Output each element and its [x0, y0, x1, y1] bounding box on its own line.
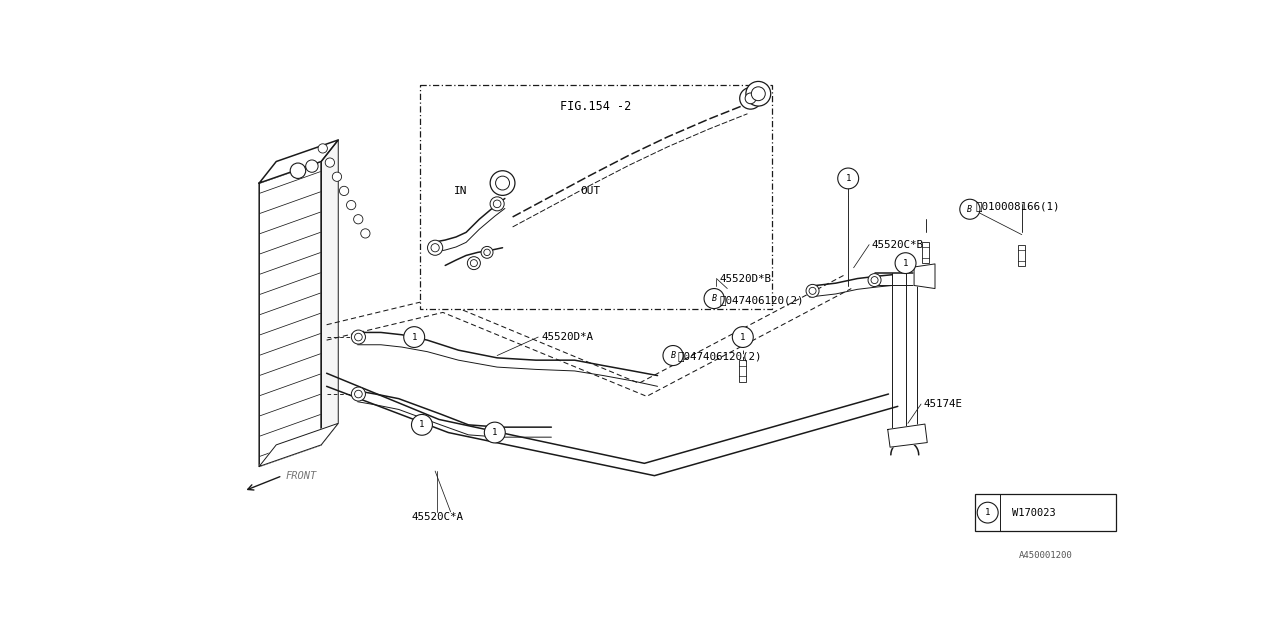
Text: 45520C*A: 45520C*A: [411, 512, 463, 522]
Text: FIG.154 -2: FIG.154 -2: [559, 100, 631, 113]
Circle shape: [484, 249, 490, 255]
Text: OUT: OUT: [580, 186, 600, 196]
Circle shape: [319, 144, 328, 153]
Polygon shape: [914, 264, 934, 289]
Circle shape: [306, 160, 319, 172]
Polygon shape: [259, 140, 338, 183]
Text: B: B: [671, 351, 676, 360]
Circle shape: [870, 276, 878, 284]
Text: Ⓑ047406120(2): Ⓑ047406120(2): [719, 295, 804, 305]
Circle shape: [704, 289, 724, 308]
Text: 1: 1: [986, 508, 991, 517]
Circle shape: [484, 422, 506, 443]
Text: 45174E: 45174E: [923, 399, 963, 409]
Text: A450001200: A450001200: [1019, 552, 1073, 561]
Circle shape: [353, 214, 364, 224]
Bar: [1019, 244, 1025, 266]
Circle shape: [351, 387, 366, 401]
Text: B: B: [712, 294, 717, 303]
Polygon shape: [888, 424, 927, 447]
Text: Ⓑ047406120(2): Ⓑ047406120(2): [677, 351, 762, 360]
Circle shape: [663, 346, 684, 365]
Circle shape: [490, 171, 515, 195]
Circle shape: [347, 200, 356, 210]
Text: 1: 1: [846, 174, 851, 183]
Circle shape: [493, 200, 500, 207]
Bar: [975, 494, 1116, 531]
Circle shape: [411, 415, 433, 435]
Circle shape: [745, 93, 756, 104]
Circle shape: [403, 326, 425, 348]
Circle shape: [351, 330, 366, 344]
Text: FRONT: FRONT: [285, 470, 317, 481]
Circle shape: [495, 176, 509, 190]
Circle shape: [431, 244, 439, 252]
Circle shape: [467, 257, 480, 269]
Circle shape: [977, 502, 998, 523]
Circle shape: [325, 158, 334, 167]
Polygon shape: [259, 423, 338, 467]
Circle shape: [361, 228, 370, 238]
Circle shape: [740, 88, 762, 109]
Circle shape: [339, 186, 348, 196]
Text: 1: 1: [740, 333, 745, 342]
Circle shape: [481, 246, 493, 259]
Text: 1: 1: [492, 428, 498, 437]
Circle shape: [732, 326, 753, 348]
Text: Ⓑ010008166(1): Ⓑ010008166(1): [975, 201, 1060, 211]
Circle shape: [428, 240, 443, 255]
Circle shape: [895, 253, 916, 273]
Bar: [740, 360, 746, 381]
Text: 1: 1: [420, 420, 425, 429]
Circle shape: [868, 274, 881, 287]
Circle shape: [291, 163, 306, 179]
Bar: [922, 241, 929, 263]
Text: IN: IN: [454, 186, 467, 196]
Circle shape: [837, 168, 859, 189]
Polygon shape: [259, 161, 321, 467]
Circle shape: [746, 81, 771, 106]
Text: 1: 1: [411, 333, 417, 342]
Circle shape: [333, 172, 342, 181]
Circle shape: [470, 260, 477, 267]
Text: W170023: W170023: [1012, 508, 1056, 518]
Polygon shape: [321, 140, 338, 445]
Circle shape: [960, 199, 980, 220]
Circle shape: [806, 284, 819, 298]
Circle shape: [490, 197, 504, 211]
Bar: [420, 84, 772, 309]
Circle shape: [355, 333, 362, 341]
Text: 45520C*B: 45520C*B: [872, 239, 923, 250]
Text: B: B: [968, 205, 973, 214]
Text: 45520D*A: 45520D*A: [541, 332, 594, 342]
Text: 45520D*B: 45520D*B: [719, 273, 772, 284]
Circle shape: [809, 287, 817, 294]
Text: 1: 1: [902, 259, 909, 268]
Circle shape: [355, 390, 362, 398]
Circle shape: [751, 87, 765, 100]
